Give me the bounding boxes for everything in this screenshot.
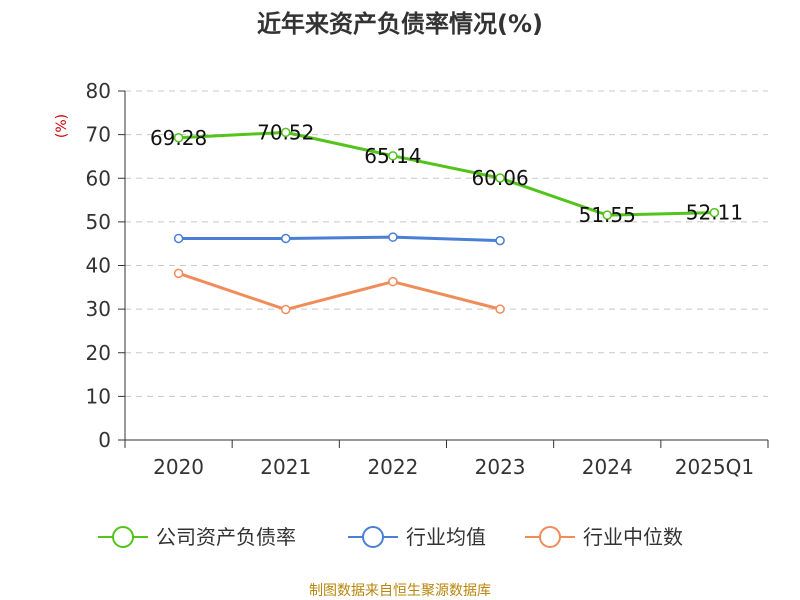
x-tick-label: 2023 (475, 455, 526, 479)
y-tick-label: 40 (86, 254, 111, 278)
source-note: 制图数据来自恒生聚源数据库 (309, 583, 491, 599)
data-label: 52.11 (686, 201, 743, 225)
legend-marker (362, 526, 384, 548)
x-tick-label: 2024 (582, 455, 633, 479)
chart-title: 近年来资产负债率情况(%) (257, 10, 543, 38)
y-axis-unit: (%) (54, 114, 70, 138)
data-point (173, 133, 184, 143)
series-line (177, 271, 502, 312)
data-label: 69.28 (150, 126, 207, 150)
legend-label: 公司资产负债率 (156, 525, 296, 549)
data-point (602, 210, 612, 220)
data-label: 65.14 (364, 144, 421, 168)
gridlines (125, 90, 768, 397)
legend-label: 行业中位数 (583, 525, 683, 549)
y-tick-label: 0 (98, 428, 111, 452)
data-point (281, 127, 291, 138)
data-point (173, 268, 184, 279)
legend-marker (539, 526, 561, 548)
data-label: 51.55 (579, 203, 636, 227)
legend: 公司资产负债率 行业均值 行业中位数 (98, 525, 683, 549)
y-tick-label: 20 (86, 341, 111, 365)
data-point (495, 304, 505, 314)
data-point (388, 232, 398, 242)
x-tick-label: 2020 (153, 455, 204, 479)
series-line (177, 130, 716, 217)
data-point (495, 235, 505, 246)
data-point (388, 151, 398, 161)
data-label: 70.52 (257, 120, 314, 144)
series-line (177, 235, 502, 243)
y-tick-label: 50 (86, 210, 111, 234)
y-tick-label: 70 (86, 123, 111, 147)
data-point (388, 276, 398, 287)
data-point (173, 233, 184, 244)
data-labels: 69.28 70.52 65.14 60.06 51.55 52.11 (150, 120, 743, 227)
x-tick-label: 2025Q1 (675, 455, 754, 479)
legend-marker (112, 526, 134, 548)
x-tick-label: 2022 (367, 455, 418, 479)
y-tick-label: 60 (86, 166, 111, 190)
y-tick-label: 10 (86, 384, 111, 408)
data-point (281, 233, 291, 244)
legend-label: 行业均值 (406, 525, 486, 549)
data-point (709, 207, 720, 218)
x-tick-label: 2021 (260, 455, 311, 479)
data-point (495, 173, 505, 183)
y-tick-label: 30 (86, 297, 111, 321)
y-tick-label: 80 (86, 79, 111, 103)
series-lines (173, 127, 720, 315)
data-label: 60.06 (471, 166, 528, 190)
axes: 0 10 20 30 40 50 60 70 80 2020 2021 2022 2023 2024 202… (86, 79, 769, 479)
data-point (281, 304, 291, 315)
